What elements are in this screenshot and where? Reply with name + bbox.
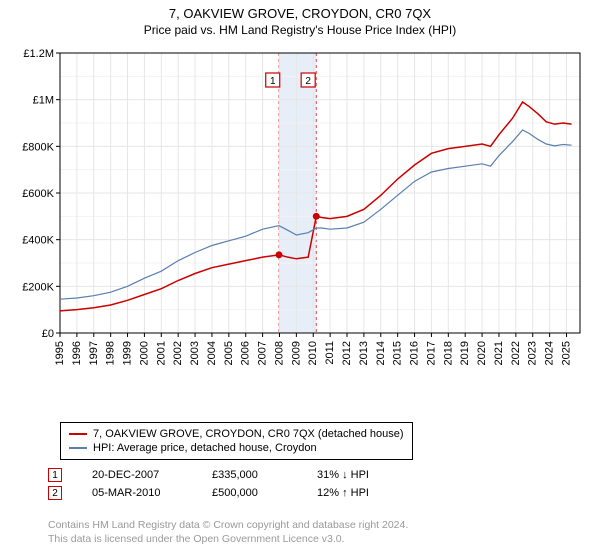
legend: 7, OAKVIEW GROVE, CROYDON, CR0 7QX (deta… [60, 422, 413, 460]
line-chart-svg: £0 £200K £400K £600K £800K £1M £1.2M 1995 1996 19… [12, 43, 588, 373]
legend-item: 7, OAKVIEW GROVE, CROYDON, CR0 7QX (deta… [69, 427, 404, 441]
svg-text:2006: 2006 [240, 341, 252, 365]
transaction-delta: 12% ↑ HPI [317, 487, 369, 499]
svg-text:1: 1 [270, 76, 276, 87]
transaction-price: £335,000 [212, 469, 287, 481]
svg-text:£200K: £200K [22, 281, 54, 293]
svg-text:2012: 2012 [341, 341, 353, 365]
legend-swatch [69, 433, 87, 435]
transaction-row: 2 05-MAR-2010 £500,000 12% ↑ HPI [48, 484, 369, 502]
svg-text:2020: 2020 [476, 341, 488, 365]
svg-text:2003: 2003 [189, 341, 201, 365]
svg-text:2004: 2004 [206, 341, 218, 365]
svg-text:2002: 2002 [172, 341, 184, 365]
legend-label: 7, OAKVIEW GROVE, CROYDON, CR0 7QX (deta… [93, 428, 404, 440]
svg-text:2011: 2011 [324, 341, 336, 365]
transaction-delta: 31% ↓ HPI [317, 469, 369, 481]
svg-text:2022: 2022 [510, 341, 522, 365]
svg-text:2024: 2024 [544, 341, 556, 365]
svg-text:2018: 2018 [442, 341, 454, 365]
svg-text:2001: 2001 [155, 341, 167, 365]
svg-text:2: 2 [305, 76, 311, 87]
svg-text:1999: 1999 [122, 341, 134, 365]
footer-line-2: This data is licensed under the Open Gov… [48, 532, 408, 546]
svg-text:1997: 1997 [88, 341, 100, 365]
svg-text:£0: £0 [42, 328, 54, 340]
svg-text:2021: 2021 [493, 341, 505, 365]
svg-text:2017: 2017 [425, 341, 437, 365]
svg-text:2008: 2008 [273, 341, 285, 365]
svg-text:2023: 2023 [527, 341, 539, 365]
svg-text:2016: 2016 [409, 341, 421, 365]
transaction-date: 05-MAR-2010 [92, 487, 182, 499]
svg-text:£600K: £600K [22, 188, 54, 200]
svg-text:2010: 2010 [307, 341, 319, 365]
svg-text:2015: 2015 [392, 341, 404, 365]
chart-subtitle: Price paid vs. HM Land Registry's House … [0, 23, 600, 37]
attribution-footer: Contains HM Land Registry data © Crown c… [48, 518, 408, 546]
svg-text:2014: 2014 [375, 341, 387, 365]
svg-text:£400K: £400K [22, 235, 54, 247]
transactions-table: 1 20-DEC-2007 £335,000 31% ↓ HPI 2 05-MAR-201… [48, 466, 369, 502]
svg-text:2025: 2025 [560, 341, 572, 365]
svg-text:2019: 2019 [459, 341, 471, 365]
legend-label: HPI: Average price, detached house, Croy… [93, 442, 317, 454]
svg-text:£1M: £1M [33, 95, 54, 107]
legend-swatch [69, 447, 87, 449]
svg-text:£1.2M: £1.2M [23, 48, 54, 60]
svg-text:2007: 2007 [257, 341, 269, 365]
svg-text:£800K: £800K [22, 141, 54, 153]
chart-area: £0 £200K £400K £600K £800K £1M £1.2M 1995 1996 19… [12, 43, 588, 373]
svg-text:1996: 1996 [71, 341, 83, 365]
transaction-marker: 1 [48, 468, 62, 482]
transaction-date: 20-DEC-2007 [92, 469, 182, 481]
footer-line-1: Contains HM Land Registry data © Crown c… [48, 518, 408, 532]
svg-text:2005: 2005 [223, 341, 235, 365]
svg-text:1995: 1995 [54, 341, 66, 365]
transaction-marker: 2 [48, 486, 62, 500]
svg-text:1998: 1998 [105, 341, 117, 365]
svg-text:2000: 2000 [138, 341, 150, 365]
chart-title-address: 7, OAKVIEW GROVE, CROYDON, CR0 7QX [0, 6, 600, 21]
svg-text:2009: 2009 [290, 341, 302, 365]
title-block: 7, OAKVIEW GROVE, CROYDON, CR0 7QX Price… [0, 0, 600, 37]
chart-container: { "titles": { "line1": "7, OAKVIEW GROVE… [0, 0, 600, 560]
transaction-price: £500,000 [212, 487, 287, 499]
transaction-row: 1 20-DEC-2007 £335,000 31% ↓ HPI [48, 466, 369, 484]
svg-text:2013: 2013 [358, 341, 370, 365]
legend-item: HPI: Average price, detached house, Croy… [69, 441, 404, 455]
